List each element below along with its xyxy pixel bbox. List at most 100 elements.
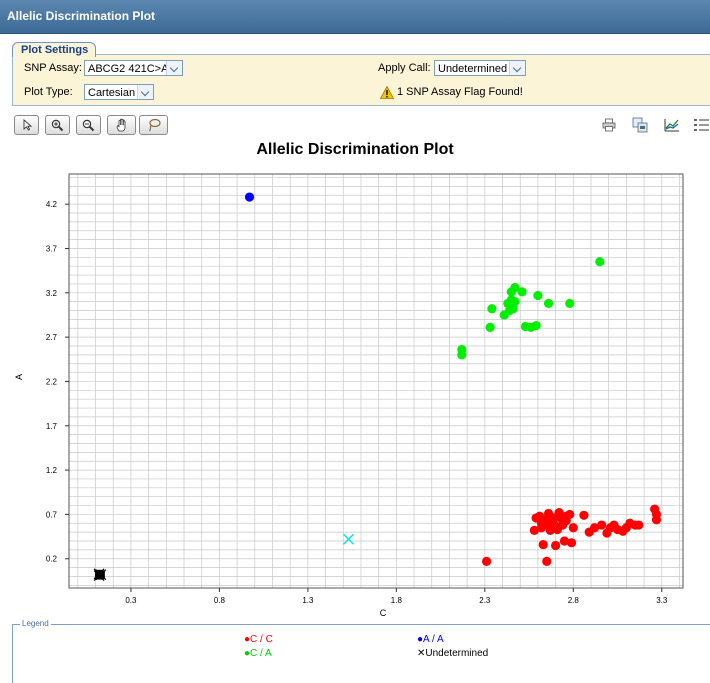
data-point <box>538 539 548 550</box>
warning-icon <box>380 86 394 99</box>
data-point <box>529 525 539 535</box>
data-point <box>481 556 492 567</box>
tab-plot-settings-label: Plot Settings <box>21 44 89 56</box>
y-tick-label: 4.2 <box>46 200 58 209</box>
y-tick-label: 0.7 <box>46 510 58 519</box>
legend-item: ●C / A <box>244 648 272 659</box>
x-tick-label: 2.8 <box>568 596 580 605</box>
zoom-out-icon <box>82 119 95 131</box>
data-point <box>510 282 520 293</box>
y-tick-label: 1.2 <box>46 466 58 475</box>
lasso-button[interactable] <box>139 115 168 135</box>
data-point <box>565 298 575 309</box>
snp-assay-select[interactable]: ABCG2 421C>A <box>84 60 183 76</box>
data-point <box>510 297 520 307</box>
plot-type-value: Cartesian <box>88 87 136 99</box>
data-point <box>579 510 589 520</box>
apply-call-label: Apply Call: <box>378 62 431 74</box>
x-tick-label: 1.8 <box>391 596 403 605</box>
data-point <box>561 511 571 521</box>
legend-label: Undetermined <box>425 648 489 659</box>
legend-item: ●C / C <box>244 634 273 645</box>
data-point <box>550 521 561 531</box>
data-point <box>584 527 594 537</box>
apply-call-select[interactable]: Undetermined <box>434 60 526 76</box>
chart-title: Allelic Discrimination Plot <box>256 141 454 158</box>
legend-label: C / C <box>250 634 273 645</box>
y-tick-label: 1.7 <box>46 422 58 431</box>
y-axis-label: A <box>14 374 24 380</box>
data-point <box>517 287 527 297</box>
y-tick-label: 0.2 <box>46 555 58 564</box>
plot-type-select[interactable]: Cartesian <box>84 84 154 100</box>
data-point <box>504 305 515 316</box>
data-point <box>550 540 561 551</box>
snp-assay-label: SNP Assay: <box>24 62 82 74</box>
plot-area <box>69 174 683 588</box>
data-point <box>244 192 255 202</box>
data-point <box>485 322 495 332</box>
plot-view-button[interactable] <box>662 115 682 135</box>
tab-plot-settings[interactable]: Plot Settings <box>12 42 96 57</box>
x-tick-label: 1.3 <box>302 596 314 605</box>
legend-symbol: ● <box>417 634 424 645</box>
legend-label: A / A <box>423 634 444 645</box>
data-point <box>568 523 578 533</box>
x-tick-label: 0.3 <box>125 596 137 605</box>
data-point <box>634 520 644 530</box>
zoom-in-button[interactable] <box>45 115 70 135</box>
y-tick-label: 2.2 <box>46 377 58 386</box>
legend-symbol: ✕ <box>417 648 426 659</box>
list-view-button[interactable] <box>692 115 710 135</box>
allelic-discrimination-chart[interactable]: 0.3 0.8 1.3 1.8 2.3 2.8 3.3 0.2 0.7 1.2 1.7 2.2 2.7 3… <box>0 160 710 620</box>
legend-symbol: ● <box>244 648 251 659</box>
legend-item: ●A / A <box>417 634 444 645</box>
data-point <box>533 290 543 301</box>
window-title-bar: Allelic Discrimination Plot <box>0 0 710 34</box>
data-point <box>457 350 467 360</box>
data-point <box>542 556 552 567</box>
apply-call-value: Undetermined <box>438 63 508 75</box>
cursor-icon <box>23 119 32 131</box>
data-point <box>651 515 662 525</box>
export-button[interactable] <box>630 115 650 135</box>
y-tick-label: 3.2 <box>46 289 58 298</box>
legend-item: ✕Undetermined <box>417 648 488 659</box>
zoom-in-icon <box>51 119 64 131</box>
y-tick-label: 3.7 <box>46 244 58 253</box>
data-point <box>595 257 605 267</box>
list-view-icon <box>694 119 709 131</box>
select-tool-button[interactable] <box>14 115 39 135</box>
y-tick-label: 2.7 <box>46 333 58 342</box>
data-point <box>559 536 570 546</box>
plot-view-icon <box>664 119 679 132</box>
data-point <box>543 298 554 309</box>
data-point <box>597 520 607 530</box>
print-button[interactable] <box>599 115 619 135</box>
data-point <box>531 320 541 331</box>
lasso-icon <box>148 118 161 132</box>
x-tick-label: 2.3 <box>479 596 491 605</box>
legend-label: C / A <box>250 648 272 659</box>
data-point <box>343 533 355 545</box>
data-point <box>531 513 541 523</box>
snp-assay-value: ABCG2 421C>A <box>88 63 169 75</box>
pan-button[interactable] <box>107 115 136 135</box>
legend-box <box>12 624 710 683</box>
x-tick-label: 3.3 <box>656 596 668 605</box>
chevron-down-icon[interactable] <box>137 85 153 99</box>
x-axis-label: C <box>380 608 387 618</box>
plot-type-label: Plot Type: <box>24 86 73 98</box>
legend-symbol: ● <box>244 634 251 645</box>
legend-title: Legend <box>20 619 51 628</box>
chevron-down-icon[interactable] <box>166 61 182 75</box>
window-title: Allelic Discrimination Plot <box>7 9 156 23</box>
chevron-down-icon[interactable] <box>509 61 525 75</box>
data-point <box>487 304 497 314</box>
flag-message: 1 SNP Assay Flag Found! <box>397 86 523 98</box>
export-icon <box>632 117 648 133</box>
data-point <box>566 538 577 548</box>
zoom-out-button[interactable] <box>76 115 101 135</box>
hand-icon <box>116 118 125 132</box>
print-icon <box>602 118 616 132</box>
